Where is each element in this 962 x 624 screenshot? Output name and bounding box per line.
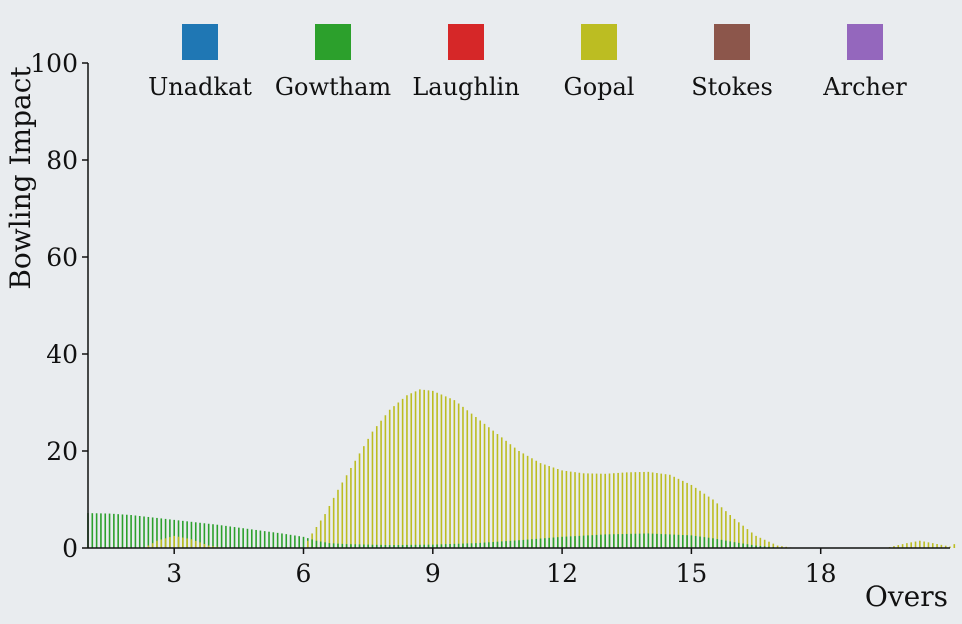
y-tick-label: 80 — [46, 146, 78, 175]
x-tick-label: 15 — [675, 559, 707, 588]
legend-swatch-stokes — [714, 24, 750, 60]
legend-swatch-gopal — [581, 24, 617, 60]
legend-label-unadkat: Unadkat — [148, 73, 252, 101]
legend-swatch-unadkat — [182, 24, 218, 60]
y-axis-ticks: 0 20 40 60 80 100 — [30, 49, 88, 563]
legend-swatch-archer — [847, 24, 883, 60]
y-tick-label: 0 — [62, 534, 78, 563]
legend-swatch-gowtham — [315, 24, 351, 60]
y-tick-label: 60 — [46, 243, 78, 272]
legend-label-gopal: Gopal — [564, 73, 635, 101]
legend-label-archer: Archer — [822, 73, 907, 101]
legend-swatch-laughlin — [448, 24, 484, 60]
legend-label-stokes: Stokes — [691, 73, 773, 101]
axes — [87, 63, 950, 549]
y-tick-label: 100 — [30, 49, 78, 78]
x-axis-ticks: 3 6 9 12 15 18 — [166, 548, 837, 588]
y-axis-title: Bowling Impact — [4, 66, 37, 290]
x-tick-label: 12 — [546, 559, 578, 588]
y-tick-label: 20 — [46, 437, 78, 466]
legend: Unadkat Gowtham Laughlin Gopal Stokes Archer — [148, 24, 907, 101]
bars-layer — [87, 389, 956, 548]
legend-label-laughlin: Laughlin — [412, 73, 519, 101]
x-tick-label: 3 — [166, 559, 182, 588]
x-tick-label: 18 — [805, 559, 837, 588]
x-tick-label: 9 — [425, 559, 441, 588]
x-tick-label: 6 — [296, 559, 312, 588]
y-tick-label: 40 — [46, 340, 78, 369]
legend-label-gowtham: Gowtham — [275, 73, 392, 101]
x-axis-title: Overs — [865, 580, 948, 613]
